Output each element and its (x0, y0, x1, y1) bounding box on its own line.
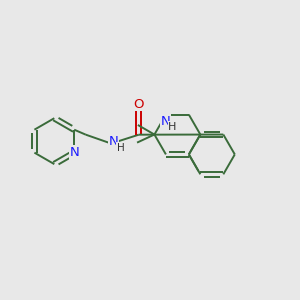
Text: N: N (160, 115, 170, 128)
Text: N: N (69, 146, 79, 159)
Text: H: H (117, 142, 124, 153)
Text: O: O (134, 98, 144, 111)
Text: N: N (109, 135, 118, 148)
Text: H: H (168, 122, 177, 132)
